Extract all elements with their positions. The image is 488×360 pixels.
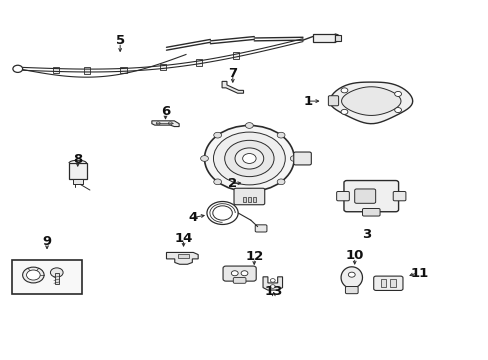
Circle shape bbox=[213, 132, 285, 185]
Circle shape bbox=[270, 279, 275, 282]
Bar bbox=[380, 279, 386, 287]
Circle shape bbox=[156, 122, 160, 125]
Text: 8: 8 bbox=[73, 153, 82, 166]
Circle shape bbox=[204, 126, 294, 192]
Circle shape bbox=[270, 285, 275, 288]
Bar bbox=[73, 179, 82, 184]
Bar bbox=[312, 34, 334, 42]
Bar bbox=[120, 67, 126, 73]
Circle shape bbox=[235, 148, 263, 169]
FancyBboxPatch shape bbox=[345, 287, 357, 294]
FancyBboxPatch shape bbox=[343, 180, 398, 212]
Bar bbox=[177, 253, 189, 258]
Circle shape bbox=[290, 156, 298, 161]
Bar bbox=[232, 53, 239, 59]
Polygon shape bbox=[329, 82, 412, 124]
Circle shape bbox=[200, 156, 208, 161]
Circle shape bbox=[245, 189, 253, 194]
Circle shape bbox=[340, 109, 347, 114]
Polygon shape bbox=[263, 277, 282, 290]
Polygon shape bbox=[152, 121, 179, 127]
Text: 5: 5 bbox=[115, 34, 124, 47]
Circle shape bbox=[213, 179, 221, 185]
Circle shape bbox=[231, 271, 238, 276]
Bar bbox=[252, 197, 255, 202]
Circle shape bbox=[22, 267, 44, 283]
FancyBboxPatch shape bbox=[293, 152, 311, 165]
Text: 1: 1 bbox=[303, 95, 312, 108]
Circle shape bbox=[224, 140, 273, 177]
Text: 11: 11 bbox=[409, 267, 427, 280]
FancyBboxPatch shape bbox=[362, 208, 379, 216]
Bar bbox=[247, 197, 250, 202]
FancyBboxPatch shape bbox=[336, 192, 348, 201]
FancyBboxPatch shape bbox=[392, 192, 405, 201]
Circle shape bbox=[347, 272, 354, 277]
Circle shape bbox=[26, 270, 40, 280]
Bar bbox=[69, 163, 86, 179]
Polygon shape bbox=[166, 252, 198, 264]
FancyBboxPatch shape bbox=[223, 266, 256, 281]
Circle shape bbox=[277, 179, 285, 185]
Bar bbox=[389, 279, 395, 287]
FancyBboxPatch shape bbox=[373, 276, 402, 291]
Bar bbox=[159, 64, 165, 70]
Text: 6: 6 bbox=[161, 105, 170, 118]
Polygon shape bbox=[341, 87, 400, 116]
Text: 12: 12 bbox=[244, 250, 263, 263]
Polygon shape bbox=[341, 267, 362, 288]
Text: 13: 13 bbox=[264, 285, 283, 298]
Circle shape bbox=[13, 65, 22, 72]
Circle shape bbox=[213, 132, 221, 138]
Bar bbox=[55, 273, 59, 284]
Bar bbox=[243, 197, 245, 202]
Circle shape bbox=[394, 108, 401, 113]
FancyBboxPatch shape bbox=[234, 188, 264, 205]
FancyBboxPatch shape bbox=[255, 225, 266, 232]
Bar bbox=[334, 35, 340, 41]
Circle shape bbox=[277, 132, 285, 138]
Text: 4: 4 bbox=[188, 211, 198, 224]
Text: 3: 3 bbox=[361, 228, 370, 242]
Text: 10: 10 bbox=[345, 249, 363, 262]
Text: 2: 2 bbox=[227, 177, 237, 190]
FancyBboxPatch shape bbox=[233, 278, 245, 283]
Bar bbox=[53, 67, 60, 73]
Text: 9: 9 bbox=[42, 235, 51, 248]
Bar bbox=[84, 67, 90, 74]
FancyBboxPatch shape bbox=[328, 96, 338, 106]
Circle shape bbox=[50, 268, 63, 277]
Circle shape bbox=[242, 153, 256, 163]
Text: 14: 14 bbox=[174, 231, 192, 244]
Circle shape bbox=[168, 122, 172, 125]
Text: 7: 7 bbox=[228, 67, 237, 80]
Bar bbox=[196, 59, 202, 66]
Circle shape bbox=[394, 91, 401, 96]
Circle shape bbox=[340, 88, 347, 93]
FancyBboxPatch shape bbox=[354, 189, 375, 203]
Circle shape bbox=[241, 271, 247, 276]
Bar bbox=[12, 260, 82, 294]
Circle shape bbox=[245, 123, 253, 129]
Polygon shape bbox=[222, 81, 243, 93]
